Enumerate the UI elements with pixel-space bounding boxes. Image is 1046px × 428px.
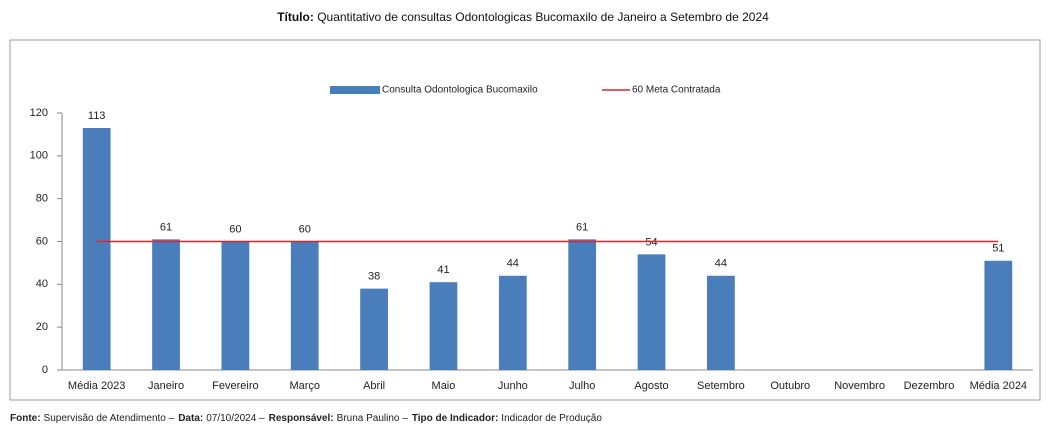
y-tick-label: 20: [36, 321, 48, 333]
y-tick-label: 60: [36, 235, 48, 247]
bar: [290, 241, 319, 370]
bar: [152, 239, 180, 370]
data-label: 61: [160, 221, 172, 233]
footer-item: Tipo de Indicador: Indicador de Produção: [412, 413, 602, 424]
legend-label: Consulta Odontologica Bucomaxilo: [382, 85, 538, 96]
footer-label: Fonte:: [10, 413, 41, 424]
data-label: 60: [299, 223, 311, 235]
x-tick-label: Junho: [498, 380, 528, 392]
x-tick-label: Média 2024: [970, 380, 1028, 392]
x-tick-label: Março: [289, 380, 320, 392]
y-tick-label: 80: [36, 193, 48, 205]
x-tick-label: Média 2023: [68, 380, 126, 392]
x-tick-label: Outubro: [770, 380, 810, 392]
legend-swatch: [330, 86, 380, 94]
footer-label: Responsável:: [268, 413, 334, 424]
footer-item: Data: 07/10/2024 –: [178, 413, 264, 424]
chart-title: Título: Quantitativo de consultas Odonto…: [0, 10, 1046, 24]
title-label: Título:: [277, 10, 314, 24]
footer-text: 07/10/2024 –: [206, 413, 265, 424]
bar: [498, 275, 527, 370]
y-tick-label: 100: [30, 150, 48, 162]
footer-label: Data:: [178, 413, 204, 424]
data-label: 44: [507, 258, 519, 270]
x-tick-label: Julho: [569, 380, 595, 392]
data-label: 54: [645, 236, 657, 248]
legend-label: 60 Meta Contratada: [632, 85, 721, 96]
x-tick-label: Novembro: [834, 380, 885, 392]
footer-text: Indicador de Produção: [501, 413, 602, 424]
bar: [429, 282, 458, 370]
bar: [360, 288, 388, 370]
x-tick-label: Abril: [363, 380, 385, 392]
bar: [637, 254, 666, 370]
y-tick-label: 40: [36, 278, 48, 290]
data-label: 38: [368, 271, 380, 283]
chart-border: [9, 39, 1041, 401]
x-tick-label: Agosto: [634, 380, 668, 392]
bar: [568, 239, 597, 370]
x-tick-label: Maio: [432, 380, 456, 392]
data-label: 60: [229, 223, 241, 235]
bar: [707, 275, 735, 370]
y-tick-label: 120: [30, 107, 48, 119]
data-label: 51: [992, 243, 1004, 255]
bar: [984, 260, 1013, 370]
footer: Fonte: Supervisão de Atendimento – Data: 07…: [10, 413, 606, 424]
x-tick-label: Dezembro: [904, 380, 955, 392]
footer-text: Bruna Paulino –: [336, 413, 408, 424]
data-label: 44: [715, 258, 727, 270]
x-tick-label: Janeiro: [148, 380, 184, 392]
footer-label: Tipo de Indicador:: [411, 413, 499, 424]
footer-item: Responsável: Bruna Paulino –: [269, 413, 408, 424]
x-tick-label: Fevereiro: [212, 380, 258, 392]
bar: [82, 127, 111, 370]
x-tick-label: Setembro: [697, 380, 745, 392]
data-label: 61: [576, 221, 588, 233]
bar: [221, 241, 250, 370]
footer-item: Fonte: Supervisão de Atendimento –: [10, 413, 174, 424]
y-tick-label: 0: [42, 364, 48, 376]
title-text: Quantitativo de consultas Odontologicas …: [317, 10, 769, 24]
chart: 0 20 40 60 80 100 120 Média 2023 Janeiro Fevereir…: [9, 39, 1041, 401]
data-label: 113: [88, 110, 106, 122]
data-label: 41: [437, 264, 449, 276]
footer-text: Supervisão de Atendimento –: [43, 413, 175, 424]
